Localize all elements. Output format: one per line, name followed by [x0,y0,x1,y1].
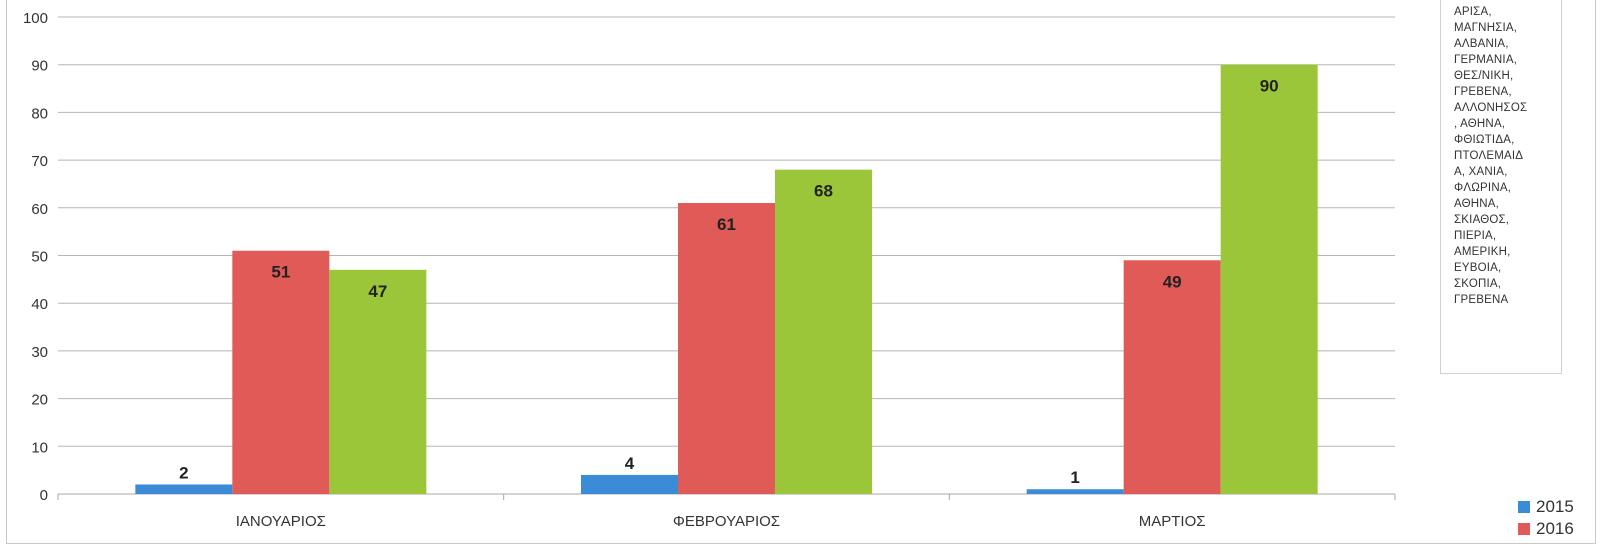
notes-box: ΑΡΙΣΑ, ΜΑΓΝΗΣΙΑ, ΑΛΒΑΝΙΑ, ΓΕΡΜΑΝΙΑ, ΘΕΣ/… [1440,0,1562,374]
y-tick-label: 40 [31,296,48,313]
bar [678,203,775,494]
legend-swatch-2015 [1518,501,1530,513]
data-label: 2 [179,463,188,482]
bar [1220,64,1318,494]
y-tick-label: 50 [31,249,48,266]
x-tick-label: ΦΕΒΡΟΥΑΡΙΟΣ [673,513,780,530]
legend: 2015 2016 [1518,496,1574,540]
y-tick-label: 10 [31,439,48,456]
data-label: 68 [814,182,833,201]
y-tick-label: 20 [31,392,48,409]
bar [1123,260,1221,494]
x-axis-ticks: ΙΑΝΟΥΑΡΙΟΣ ΦΕΒΡΟΥΑΡΙΟΣ ΜΑΡΤΙΟΣ [57,494,1396,530]
bar [581,474,678,494]
data-label: 51 [271,263,290,282]
data-label: 47 [368,282,387,301]
y-axis-ticks: 0 10 20 30 40 50 60 70 80 90 100 [23,10,48,504]
data-label: 90 [1260,77,1279,96]
bar [1026,489,1124,494]
bars [135,64,1318,494]
bar [329,269,427,494]
x-tick-label: ΙΑΝΟΥΑΡΙΟΣ [236,513,326,530]
data-label: 4 [625,454,635,473]
x-tick-label: ΜΑΡΤΙΟΣ [1139,513,1206,530]
bar [775,169,872,494]
y-tick-label: 0 [40,487,48,504]
y-tick-label: 70 [31,153,48,170]
bar [232,250,330,494]
y-tick-label: 100 [23,10,48,27]
data-labels: 2 51 47 4 61 68 1 49 90 [179,77,1279,488]
legend-item-2016: 2016 [1518,518,1574,540]
legend-label-2016: 2016 [1536,519,1574,538]
notes-text: ΑΡΙΣΑ, ΜΑΓΝΗΣΙΑ, ΑΛΒΑΝΙΑ, ΓΕΡΜΑΝΙΑ, ΘΕΣ/… [1454,6,1528,306]
legend-swatch-2016 [1518,523,1530,535]
legend-item-2015: 2015 [1518,496,1574,518]
legend-label-2015: 2015 [1536,497,1574,516]
bar [135,484,233,494]
data-label: 49 [1163,272,1182,291]
y-tick-label: 60 [31,201,48,218]
y-tick-label: 90 [31,58,48,75]
y-tick-label: 30 [31,344,48,361]
data-label: 61 [717,215,736,234]
y-tick-label: 80 [31,105,48,122]
data-label: 1 [1070,468,1079,487]
